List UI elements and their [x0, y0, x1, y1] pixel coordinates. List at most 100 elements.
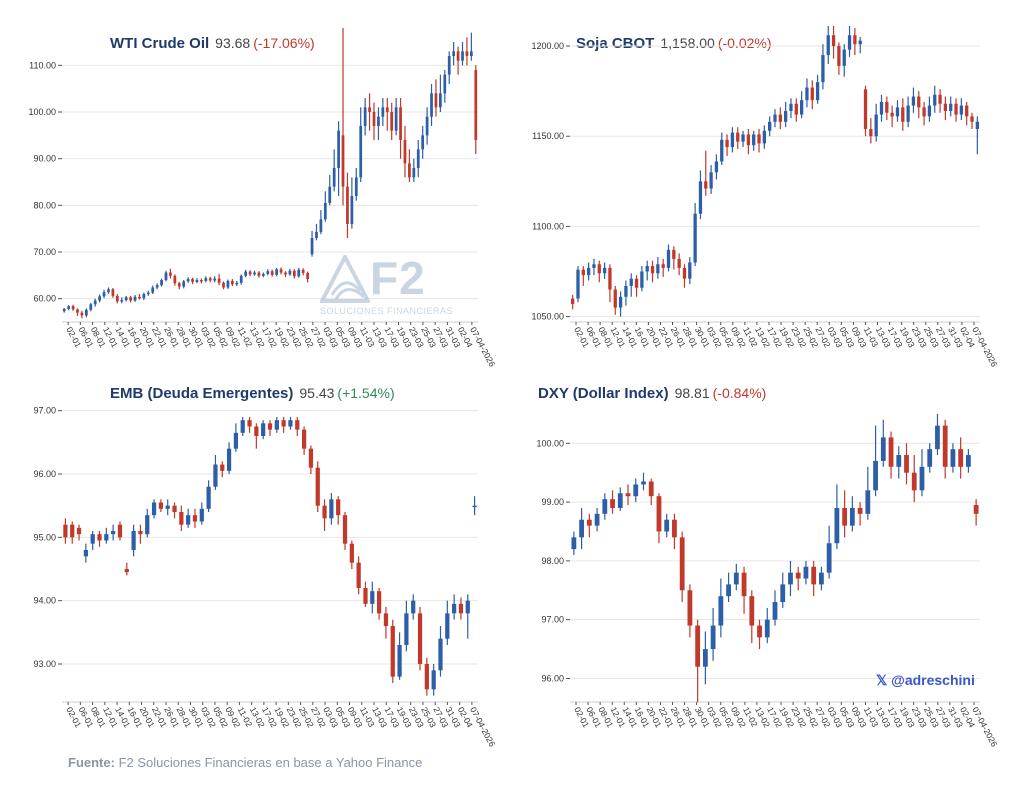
wti-candle-body	[297, 269, 301, 277]
wti-chart-svg: 60.0070.0080.0090.00100.00110.0002-0106-…	[28, 28, 497, 369]
wti-candle-body	[328, 186, 332, 203]
soja-candle-body	[645, 266, 649, 272]
wti-candle-body	[469, 51, 473, 56]
soja-candle-body	[571, 298, 575, 304]
wti-ytick-label: 100.00	[28, 107, 56, 117]
soja-candle-body	[666, 249, 671, 268]
wti-candle-body	[341, 135, 345, 187]
dxy-candle-body	[602, 499, 608, 514]
emb-ytick-label: 95.00	[33, 532, 56, 542]
dxy-candle-body	[803, 566, 809, 579]
soja-title-change: (-0.02%)	[717, 35, 772, 51]
emb-chart-svg: 93.0094.0095.0096.0097.0002-0106-0108-01…	[33, 406, 497, 749]
dxy-ytick-label: 97.00	[541, 615, 564, 625]
dxy-candle-body	[788, 572, 793, 585]
emb-title: EMB (Deuda Emergentes) 95.43 (+1.54%)	[110, 385, 395, 402]
wti-candle-body	[425, 116, 429, 136]
emb-candle-body	[308, 448, 314, 468]
wti-title-change: (-17.06%)	[253, 35, 315, 51]
wti-candle-body	[412, 168, 416, 178]
emb-candle-body	[274, 420, 279, 430]
wti-candle-body	[146, 292, 150, 295]
wti-candle-body	[399, 107, 402, 140]
soja-candle-body	[608, 267, 612, 290]
emb-candle-body	[220, 464, 225, 471]
wti-ytick-label: 110.00	[29, 60, 56, 70]
dxy-candle-body	[911, 472, 917, 491]
emb-ytick-label: 97.00	[33, 406, 56, 416]
soja-candle-body	[768, 121, 772, 131]
wti-candle-body	[443, 74, 447, 94]
dxy-candle-body	[965, 455, 971, 467]
dxy-candle-body	[733, 572, 739, 585]
wti-candle-body	[213, 278, 217, 281]
wti-candle-body	[195, 280, 199, 282]
emb-candle-body	[83, 550, 88, 557]
wti-candle-body	[67, 306, 71, 309]
wti-candle-body	[208, 278, 212, 281]
soja-candle-body	[965, 105, 969, 117]
wti-candle-body	[253, 272, 256, 275]
wti-candle-body	[248, 271, 252, 275]
wti-candle-body	[394, 107, 398, 131]
source-label: Fuente:	[68, 755, 115, 770]
emb-candle-body	[438, 638, 443, 671]
soja-title-price: 1,158.00	[660, 35, 715, 51]
soja-candle-body	[602, 267, 607, 274]
dxy-candle-body	[594, 513, 600, 526]
wti-candle-body	[288, 270, 292, 275]
soja-candle-body	[773, 114, 777, 122]
emb-candle-body	[111, 531, 116, 535]
wti-title-name: WTI Crude Oil	[110, 35, 210, 52]
wti-candle-body	[319, 219, 323, 232]
dxy-candle-body	[641, 481, 646, 485]
soja-candle-body	[629, 278, 633, 286]
wti-candle-body	[191, 279, 194, 282]
soja-candle-body	[714, 161, 719, 173]
soja-candle-body	[885, 101, 889, 113]
dxy-candle-body	[904, 455, 909, 473]
f2-logo-icon	[320, 255, 370, 303]
wti-candle-body	[142, 294, 146, 299]
emb-title-price: 95.43	[299, 385, 335, 401]
dxy-xtick-label: 07-04-2026	[970, 705, 999, 748]
wti-candle-body	[177, 283, 181, 287]
chart-panel-soja: Soja CBOT 1,158.00 (-0.02%) 1050.00 1100.00…	[512, 0, 1023, 390]
soja-candle-body	[698, 181, 703, 214]
emb-candle-body	[383, 613, 389, 626]
wti-ytick-label: 70.00	[33, 247, 56, 257]
emb-candle-body	[179, 512, 184, 525]
soja-candle-body	[847, 35, 852, 50]
soja-candle-body	[938, 94, 942, 104]
emb-candle-body	[186, 515, 191, 525]
wti-candle-body	[235, 282, 239, 285]
wti-candle-body	[306, 273, 309, 280]
dxy-candle-body	[942, 425, 948, 467]
soja-ytick-label: 1150.00	[532, 131, 564, 141]
dxy-candle-body	[950, 449, 956, 467]
soja-title: Soja CBOT 1,158.00 (-0.02%)	[576, 35, 772, 52]
wti-xtick-label: 07-04-2026	[468, 325, 497, 368]
emb-candle-body	[445, 613, 450, 639]
emb-candle-body	[390, 626, 395, 677]
soja-candle-body	[906, 105, 910, 122]
emb-candle-body	[240, 420, 245, 433]
wti-candle-body	[182, 281, 186, 287]
dxy-candle-body	[888, 437, 894, 467]
emb-candle-body	[233, 432, 239, 449]
dxy-ytick-label: 96.00	[541, 673, 564, 683]
wti-candle-body	[275, 269, 279, 275]
soja-candle-body	[874, 114, 878, 137]
soja-candle-body	[895, 107, 900, 117]
wti-candle-body	[434, 93, 438, 108]
soja-xtick-label: 07-04-2026	[970, 325, 999, 368]
soja-candle-body	[890, 112, 894, 117]
wti-candle-body	[447, 56, 451, 75]
soja-candle-body	[975, 121, 979, 130]
emb-candle-body	[349, 543, 354, 563]
dxy-title-change: (-0.84%)	[712, 385, 767, 401]
emb-candle-body	[397, 645, 402, 677]
dxy-candle-body	[865, 490, 871, 514]
wti-ytick-label: 90.00	[33, 154, 56, 164]
dxy-ytick-label: 98.00	[541, 556, 564, 566]
